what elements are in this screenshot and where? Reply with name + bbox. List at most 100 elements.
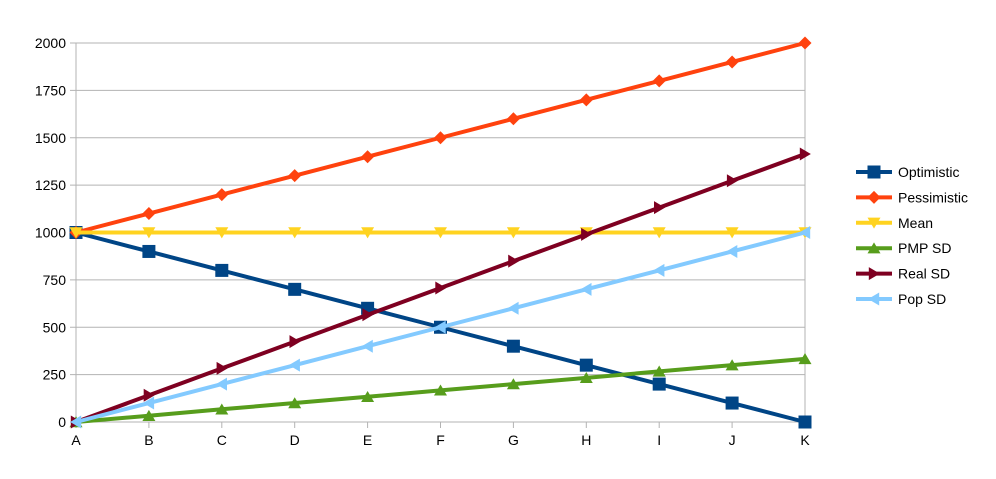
data-point-real-sd <box>362 308 374 322</box>
data-point-pessimistic <box>652 74 666 88</box>
data-point-real-sd <box>654 201 666 215</box>
data-point-pessimistic <box>434 131 447 145</box>
x-tick-label: D <box>290 432 300 448</box>
data-point-pessimistic <box>361 150 375 164</box>
data-point-pessimistic <box>288 169 302 183</box>
data-point-pessimistic <box>506 112 520 126</box>
data-point-pmp-sd <box>725 359 739 371</box>
data-point-optimistic <box>579 358 593 372</box>
x-tick-label: H <box>581 432 591 448</box>
legend-item-real-sd: Real SD <box>856 266 950 282</box>
data-point-pessimistic <box>798 36 812 50</box>
data-point-pessimistic <box>579 93 593 107</box>
y-tick-label: 1250 <box>35 177 66 193</box>
data-point-real-sd <box>726 174 738 188</box>
data-point-pessimistic <box>215 188 229 202</box>
y-tick-label: 1500 <box>35 130 66 146</box>
data-point-pop-sd <box>70 415 82 429</box>
data-point-real-sd <box>435 281 447 295</box>
legend-swatch-marker <box>867 190 881 204</box>
data-point-pop-sd <box>799 226 811 239</box>
data-point-mean <box>142 227 156 239</box>
y-tick-label: 1000 <box>35 225 66 241</box>
data-point-pop-sd <box>507 301 519 315</box>
data-point-pmp-sd <box>579 371 593 384</box>
series-mean <box>69 227 812 239</box>
y-tick-label: 1750 <box>35 82 66 98</box>
legend-label: Optimistic <box>898 164 959 180</box>
data-point-real-sd <box>289 335 301 349</box>
data-point-optimistic <box>142 244 156 258</box>
data-point-pmp-sd <box>288 397 302 409</box>
series-real-sd <box>70 147 811 429</box>
data-point-optimistic <box>506 339 520 353</box>
data-point-pmp-sd <box>142 409 156 421</box>
data-point-pmp-sd <box>215 403 229 415</box>
data-point-optimistic <box>215 263 229 277</box>
data-point-optimistic <box>798 415 812 429</box>
x-tick-label: K <box>800 432 810 448</box>
x-tick-label: A <box>71 432 81 448</box>
data-point-mean <box>434 227 447 239</box>
data-point-pmp-sd <box>798 353 812 365</box>
data-point-pop-sd <box>726 244 738 258</box>
legend-label: Pessimistic <box>898 189 968 205</box>
x-tick-label: J <box>729 432 736 448</box>
data-point-mean <box>506 227 520 239</box>
legend-swatch-marker <box>867 165 881 179</box>
legend-label: Pop SD <box>898 291 946 307</box>
data-point-mean <box>69 227 83 239</box>
data-point-pop-sd <box>580 282 592 296</box>
data-point-mean <box>725 227 739 239</box>
data-point-optimistic <box>652 377 666 391</box>
data-point-real-sd <box>143 388 155 402</box>
x-tick-label: C <box>217 432 227 448</box>
data-point-pop-sd <box>143 396 155 410</box>
data-point-real-sd <box>581 227 593 241</box>
data-point-pop-sd <box>653 263 665 277</box>
legend: Optimistic Pessimistic Mean PMP SD Real SD Po… <box>856 164 968 307</box>
data-point-pmp-sd <box>652 365 666 377</box>
legend-label: Mean <box>898 215 933 231</box>
data-point-real-sd <box>799 147 811 161</box>
data-point-pmp-sd <box>434 384 447 396</box>
data-point-optimistic <box>288 282 302 296</box>
x-tick-label: B <box>144 432 153 448</box>
y-tick-label: 750 <box>43 272 67 288</box>
legend-item-pop-sd: Pop SD <box>856 291 946 307</box>
legend-item-mean: Mean <box>856 215 933 231</box>
legend-swatch-marker <box>867 242 881 254</box>
legend-item-optimistic: Optimistic <box>856 164 959 180</box>
x-tick-label: E <box>363 432 372 448</box>
data-point-pop-sd <box>215 377 227 391</box>
series-pessimistic <box>69 36 812 239</box>
x-tick-label: G <box>508 432 519 448</box>
series-lines <box>69 36 812 429</box>
data-point-pmp-sd <box>506 378 520 390</box>
data-point-mean <box>361 227 375 239</box>
data-point-mean <box>288 227 302 239</box>
y-tick-label: 2000 <box>35 35 66 51</box>
data-point-pessimistic <box>725 55 739 69</box>
x-tick-label: I <box>657 432 661 448</box>
y-tick-label: 500 <box>43 319 67 335</box>
data-point-real-sd <box>216 361 228 375</box>
data-point-pop-sd <box>361 339 373 353</box>
data-point-optimistic <box>725 396 739 410</box>
axes: 0 250 500 750 1000 1250 1500 1750 2000 A B C D E F G H I J… <box>35 35 810 448</box>
data-point-mean <box>652 227 666 239</box>
legend-label: Real SD <box>898 266 950 282</box>
data-point-mean <box>215 227 229 239</box>
y-tick-label: 0 <box>58 414 66 430</box>
data-point-pop-sd <box>434 320 446 334</box>
legend-swatch-marker <box>867 217 881 229</box>
legend-item-pmp-sd: PMP SD <box>856 240 951 256</box>
legend-swatch-marker <box>868 292 880 306</box>
data-point-pessimistic <box>142 207 156 221</box>
series-pmp-sd <box>69 353 812 428</box>
x-tick-label: F <box>436 432 445 448</box>
legend-label: PMP SD <box>898 240 951 256</box>
series-pop-sd <box>70 226 811 429</box>
